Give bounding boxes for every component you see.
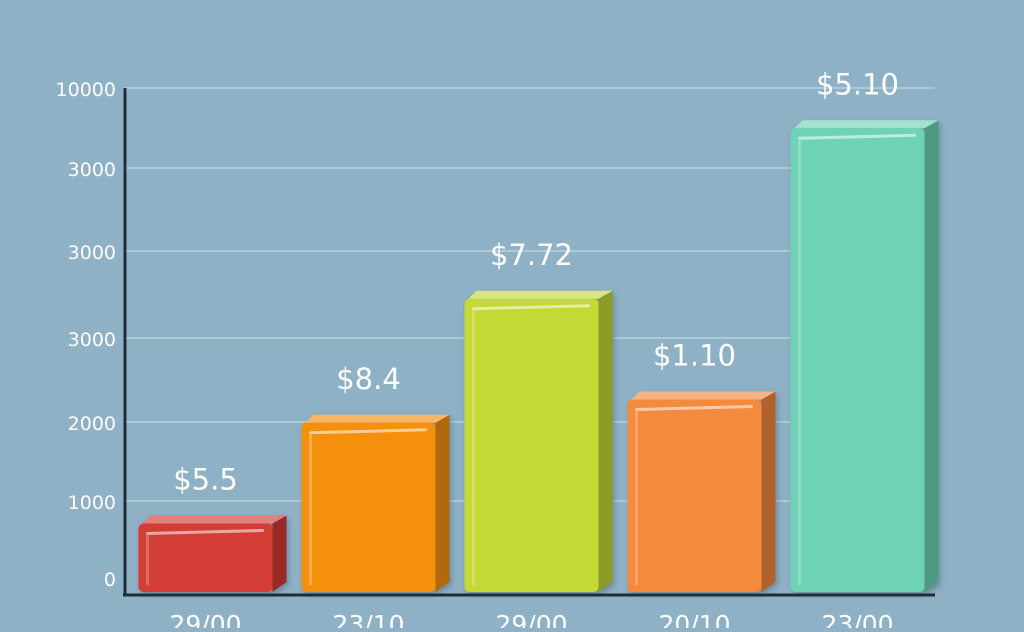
bar — [627, 391, 776, 592]
bar-side — [924, 120, 939, 592]
bar — [301, 414, 450, 592]
bar-front — [464, 298, 599, 592]
bar-highlight — [309, 428, 427, 435]
data-label: $7.72 — [490, 238, 573, 272]
bar-side — [272, 515, 287, 592]
bar-side — [598, 290, 613, 592]
bar-side — [435, 414, 450, 592]
bar — [138, 515, 287, 592]
bar-side — [761, 391, 776, 592]
bar-top — [142, 515, 287, 524]
bars — [138, 120, 939, 592]
x-tick-label: 29/00 — [169, 610, 241, 628]
bar-front — [138, 523, 273, 592]
bar-top — [794, 120, 939, 129]
data-labels: $5.5 $8.4 $7.72 $1.10 $5.10 — [173, 67, 899, 496]
bar-highlight — [798, 133, 916, 140]
y-tick-label: 3000 — [68, 159, 116, 181]
x-tick-label: 23/00 — [821, 610, 893, 628]
bar-highlight — [472, 304, 590, 311]
y-tick-label: 3000 — [68, 242, 116, 264]
bar-front — [301, 422, 436, 592]
bar-highlight — [146, 529, 264, 535]
bar-front — [627, 399, 762, 592]
bar-top — [305, 414, 450, 423]
y-tick-label: 2000 — [68, 413, 116, 435]
data-label: $5.5 — [173, 463, 238, 497]
data-label: $1.10 — [653, 339, 736, 373]
bar — [464, 290, 613, 592]
bar — [790, 120, 939, 592]
y-tick-label: 10000 — [56, 79, 116, 101]
bar-top — [468, 290, 613, 299]
data-label: $5.10 — [816, 67, 899, 101]
x-tick-label: 20/10 — [658, 610, 730, 628]
bar-top — [631, 391, 776, 400]
bar-front — [790, 128, 925, 592]
bar-highlight — [635, 405, 753, 411]
y-tick-label: 0 — [104, 569, 116, 591]
x-tick-label: 23/10 — [332, 610, 404, 628]
y-tick-label: 1000 — [68, 492, 116, 514]
data-label: $8.4 — [336, 362, 401, 396]
x-axis-ticks: 29/00 23/10 29/00 20/10 23/00 — [169, 610, 893, 632]
y-axis-ticks: 0 1000 2000 3000 3000 3000 10000 — [56, 79, 116, 591]
x-tick-label: 29/00 — [495, 610, 567, 628]
y-tick-label: 3000 — [68, 329, 116, 351]
